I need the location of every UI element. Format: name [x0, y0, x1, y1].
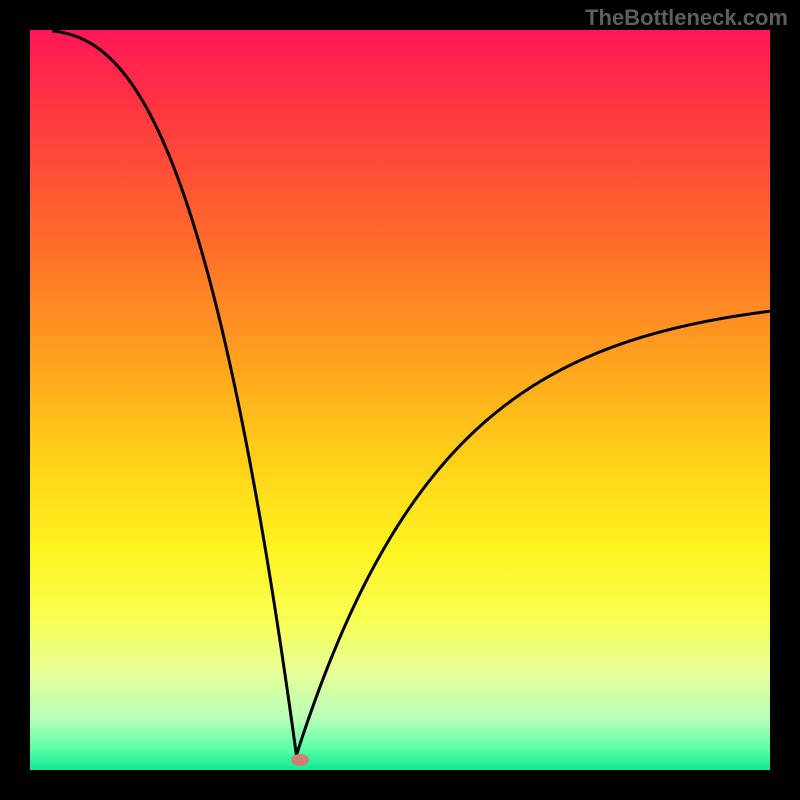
curve-path: [52, 31, 770, 755]
optimum-marker: [291, 754, 309, 766]
plot-area: [30, 30, 770, 770]
watermark-text: TheBottleneck.com: [585, 5, 788, 31]
chart-container: TheBottleneck.com: [0, 0, 800, 800]
bottleneck-curve: [30, 30, 770, 770]
